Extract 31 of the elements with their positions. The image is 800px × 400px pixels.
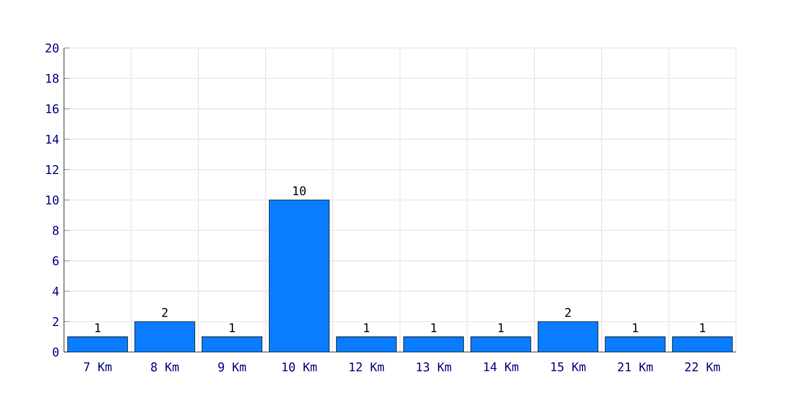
data-label: 2	[162, 308, 168, 317]
data-label: 1	[633, 323, 638, 332]
data-label: 1	[230, 323, 235, 332]
x-tick-label: 14 Km	[484, 362, 518, 372]
data-label: 1	[95, 323, 100, 332]
y-tick-label: 2	[52, 317, 58, 326]
y-tick-label: 18	[46, 74, 59, 83]
x-tick-label: 22 Km	[685, 362, 720, 372]
x-tick-label: 8 Km	[151, 362, 179, 372]
x-tick-label: 7 Km	[84, 362, 112, 372]
y-tick-label: 6	[52, 256, 59, 266]
x-tick-label: 13 Km	[416, 362, 452, 372]
y-tick-label: 8	[52, 226, 59, 235]
data-label: 1	[498, 323, 504, 332]
y-tick-label: 20	[46, 43, 59, 53]
x-tick-label: 12 Km	[350, 362, 384, 372]
x-tick-label: 10 Km	[282, 362, 317, 372]
data-label: 1	[700, 323, 706, 332]
y-tick-label: 16	[46, 104, 59, 114]
x-tick-label: 9 Km	[218, 362, 246, 372]
x-tick-label: 21 Km	[618, 362, 653, 372]
y-tick-label: 10	[46, 195, 59, 205]
x-tick-label: 15 Km	[551, 362, 586, 372]
data-label: 1	[364, 323, 370, 332]
data-label: 1	[431, 323, 436, 332]
y-tick-label: 0	[52, 347, 59, 357]
y-tick-label: 4	[52, 286, 59, 296]
y-tick-label: 14	[46, 134, 59, 144]
data-label: 10	[293, 186, 306, 196]
y-tick-label: 12	[46, 165, 58, 174]
data-label: 2	[565, 308, 571, 317]
